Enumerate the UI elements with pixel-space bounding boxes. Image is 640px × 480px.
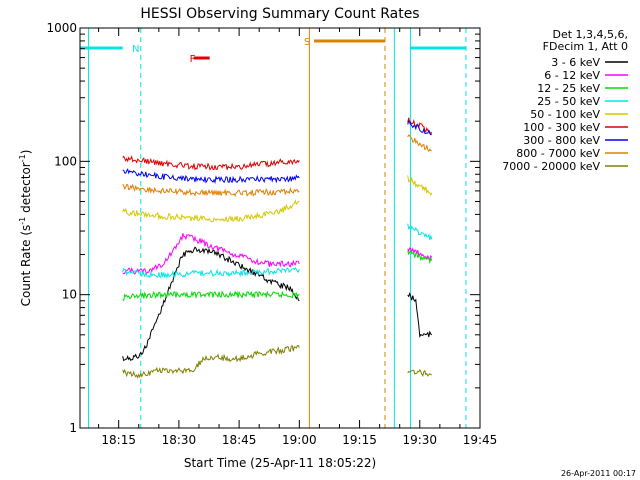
x-tick-label: 19:15	[342, 433, 377, 447]
y-tick-label: 1	[69, 421, 77, 435]
series-line	[407, 134, 432, 153]
chart-title: HESSI Observing Summary Count Rates	[140, 6, 419, 22]
series-line	[122, 183, 300, 197]
series-line	[407, 291, 433, 339]
series-line	[122, 168, 300, 185]
series-line	[122, 246, 300, 362]
legend-entry-label: 800 - 7000 keV	[516, 147, 600, 160]
legend-entry-label: 7000 - 20000 keV	[502, 160, 600, 173]
y-tick-label: 100	[54, 154, 77, 168]
series-line	[122, 199, 300, 223]
series-line	[407, 249, 433, 265]
series-line	[407, 117, 433, 135]
y-axis-label: Count Rate (s-1 detector-1)	[18, 150, 33, 307]
legend-entry-label: 12 - 25 keV	[537, 82, 600, 95]
x-axis-label: Start Time (25-Apr-11 18:05:22)	[184, 456, 376, 470]
x-tick-label: 19:30	[402, 433, 437, 447]
series-line	[407, 368, 433, 378]
plot-frame	[79, 27, 481, 429]
generation-timestamp: 26-Apr-2011 00:17	[561, 469, 636, 478]
series-line	[407, 246, 433, 262]
flag-f-label: F	[190, 54, 196, 65]
series-line	[407, 175, 433, 196]
legend-entry-label: 100 - 300 keV	[523, 121, 600, 134]
series-line	[122, 290, 300, 302]
x-tick-label: 19:45	[463, 433, 498, 447]
legend-entry-label: 25 - 50 keV	[537, 95, 600, 108]
x-tick-label: 18:45	[222, 433, 257, 447]
legend-entry-label: 3 - 6 keV	[551, 56, 600, 69]
legend-entry-label: 6 - 12 keV	[544, 69, 600, 82]
flag-s-label: S	[304, 37, 310, 48]
legend-entry-label: 300 - 800 keV	[523, 134, 600, 147]
legend-header-line: FDecim 1, Att 0	[543, 40, 628, 53]
flag-n-label: N	[132, 44, 139, 55]
x-tick-label: 19:00	[282, 433, 317, 447]
legend-entry-label: 50 - 100 keV	[530, 108, 600, 121]
y-tick-label: 10	[62, 288, 77, 302]
x-tick-label: 18:30	[162, 433, 197, 447]
series-line	[122, 344, 300, 380]
y-tick-label: 1000	[46, 21, 77, 35]
series-line	[407, 120, 433, 136]
series-line	[407, 223, 433, 241]
series-line	[122, 154, 300, 171]
series-line	[122, 267, 300, 279]
series-line	[122, 233, 300, 275]
x-tick-label: 18:15	[101, 433, 136, 447]
legend-header-line: Det 1,3,4,5,6,	[552, 28, 628, 41]
